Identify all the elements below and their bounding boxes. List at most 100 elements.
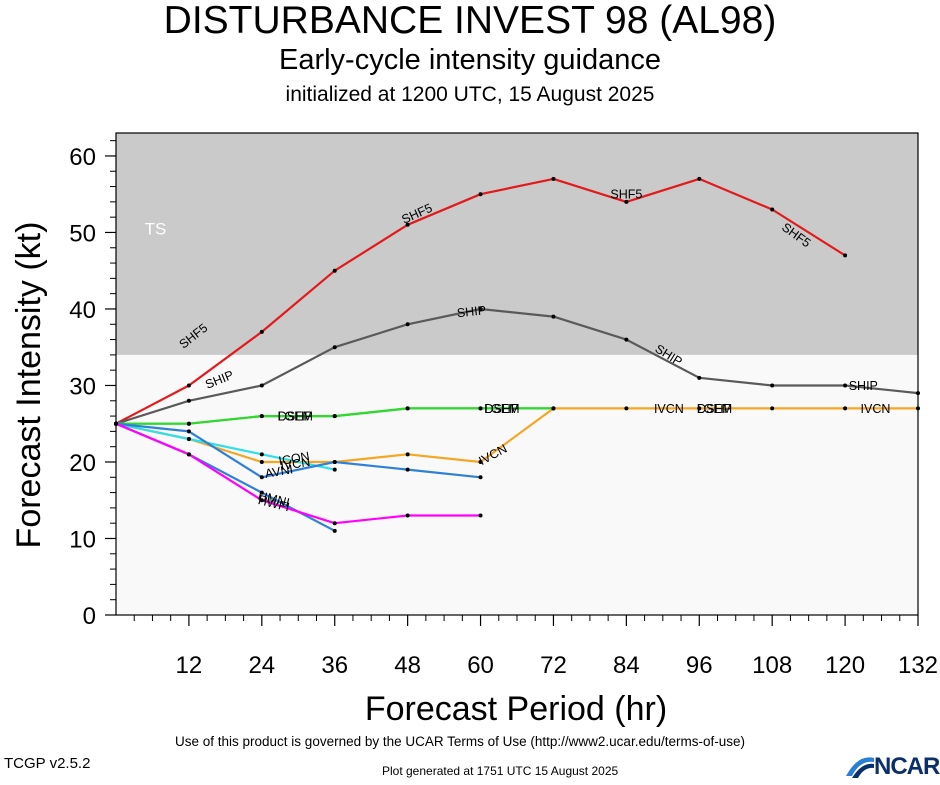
version-label: TCGP v2.5.2 — [4, 755, 91, 772]
terms-of-use-note: Use of this product is governed by the U… — [175, 734, 745, 749]
data-point-ship — [843, 383, 848, 388]
y-tick-label: 20 — [69, 450, 96, 477]
data-point-ivcn — [405, 452, 410, 457]
data-point-ship — [332, 345, 337, 350]
data-point-lgem — [259, 414, 264, 419]
y-tick-label: 30 — [69, 373, 96, 400]
y-axis-label: Forecast Intensity (kt) — [10, 222, 48, 549]
series-label-dshp: DSHP — [697, 402, 732, 416]
data-point-icon — [332, 467, 337, 472]
ncar-logo: NCAR — [844, 752, 940, 780]
x-tick-label: 96 — [686, 652, 713, 679]
x-tick-label: 108 — [752, 652, 792, 679]
x-tick-label: 36 — [321, 652, 348, 679]
data-point-ivcn — [697, 406, 702, 411]
data-point-lgem — [332, 414, 337, 419]
series-label-icon: ICON — [278, 449, 311, 468]
series-line-avni — [115, 422, 481, 479]
x-axis-label: Forecast Period (hr) — [365, 690, 667, 728]
data-point-icon — [186, 437, 191, 442]
series-label-ivcn: IVCN — [861, 402, 891, 416]
series-label-dshp: DSHP — [484, 402, 519, 416]
data-point-shf5 — [332, 268, 337, 273]
data-point-ship — [770, 383, 775, 388]
intensity-bands: TS — [116, 133, 918, 355]
data-point-shf5 — [405, 222, 410, 227]
data-point-hmni — [186, 452, 191, 457]
x-tick-label: 24 — [248, 652, 275, 679]
ncar-logo-icon — [846, 757, 874, 778]
data-point-avni — [478, 475, 483, 480]
data-point-shf5 — [259, 329, 264, 334]
data-point-shf5 — [478, 192, 483, 197]
series-label-lgem: LGEM — [484, 402, 519, 416]
data-point-ship — [551, 314, 556, 319]
ncar-logo-text: NCAR — [874, 753, 940, 780]
data-point-ivcn — [551, 406, 556, 411]
y-tick-label: 0 — [83, 603, 96, 630]
data-point-ship — [259, 383, 264, 388]
x-tick-label: 84 — [613, 652, 640, 679]
data-point-icon — [259, 452, 264, 457]
chart-subtitle: Early-cycle intensity guidance — [278, 44, 661, 76]
series-label-avni: AVNI — [264, 462, 294, 481]
series-label-ship: SHIP — [456, 303, 486, 320]
data-point-ship — [186, 398, 191, 403]
series-line-icon — [115, 422, 335, 471]
data-point-avni — [405, 467, 410, 472]
data-point-lgem — [405, 406, 410, 411]
data-point-ship — [624, 337, 629, 342]
band-ts — [116, 133, 918, 355]
band-label-ts: TS — [145, 220, 167, 239]
data-point-hwfi — [332, 528, 337, 533]
data-point-ivcn — [259, 459, 264, 464]
data-point-hwfi — [259, 490, 264, 495]
chart-title: DISTURBANCE INVEST 98 (AL98) — [163, 0, 777, 42]
y-tick-label: 10 — [69, 526, 96, 553]
data-point-ivcn — [478, 459, 483, 464]
data-point-shf5 — [697, 176, 702, 181]
x-tick-label: 72 — [540, 652, 567, 679]
data-point-lgem — [186, 421, 191, 426]
data-point-shf5 — [843, 253, 848, 258]
series-label-shf5: SHF5 — [610, 188, 642, 202]
data-point-ship — [405, 322, 410, 327]
data-point-shf5 — [770, 207, 775, 212]
y-tick-label: 50 — [69, 220, 96, 247]
series-label-lgem: LGEM — [278, 410, 313, 424]
data-point-ship — [697, 375, 702, 380]
series-label-ivcn: IVCN — [280, 455, 312, 473]
data-point-lgem — [478, 406, 483, 411]
data-point-avni — [332, 459, 337, 464]
data-point-shf5 — [551, 176, 556, 181]
series-label-lgem: LGEM — [697, 402, 732, 416]
data-point-ivcn — [624, 406, 629, 411]
data-point-avni — [259, 475, 264, 480]
data-point-hmni — [332, 521, 337, 526]
series-label-ivcn: IVCN — [654, 402, 684, 416]
data-point-ivcn — [770, 406, 775, 411]
data-point-hmni — [259, 498, 264, 503]
series-line-hmni — [115, 422, 481, 525]
x-tick-label: 60 — [467, 652, 494, 679]
data-point-hmni — [478, 513, 483, 518]
series-label-dshp: DSHP — [278, 410, 313, 424]
generated-time: Plot generated at 1751 UTC 15 August 202… — [382, 764, 619, 778]
series-label-ship: SHIP — [849, 379, 878, 393]
y-tick-label: 60 — [69, 144, 96, 171]
data-point-shf5 — [624, 199, 629, 204]
x-tick-label: 120 — [825, 652, 865, 679]
x-tick-label: 132 — [898, 652, 938, 679]
data-point-avni — [186, 429, 191, 434]
axes: 0 10 20 30 40 50 60 12 24 36 48 60 72 84 96 108 120 132 — [69, 132, 938, 679]
x-tick-label: 12 — [176, 652, 203, 679]
series-line-ship — [115, 307, 919, 425]
x-tick-label: 48 — [394, 652, 421, 679]
series-line-ivcn — [115, 407, 918, 464]
data-point-ivcn — [843, 406, 848, 411]
y-tick-label: 40 — [69, 297, 96, 324]
data-point-hmni — [405, 513, 410, 518]
data-point-ship — [478, 306, 483, 311]
data-point-shf5 — [186, 383, 191, 388]
